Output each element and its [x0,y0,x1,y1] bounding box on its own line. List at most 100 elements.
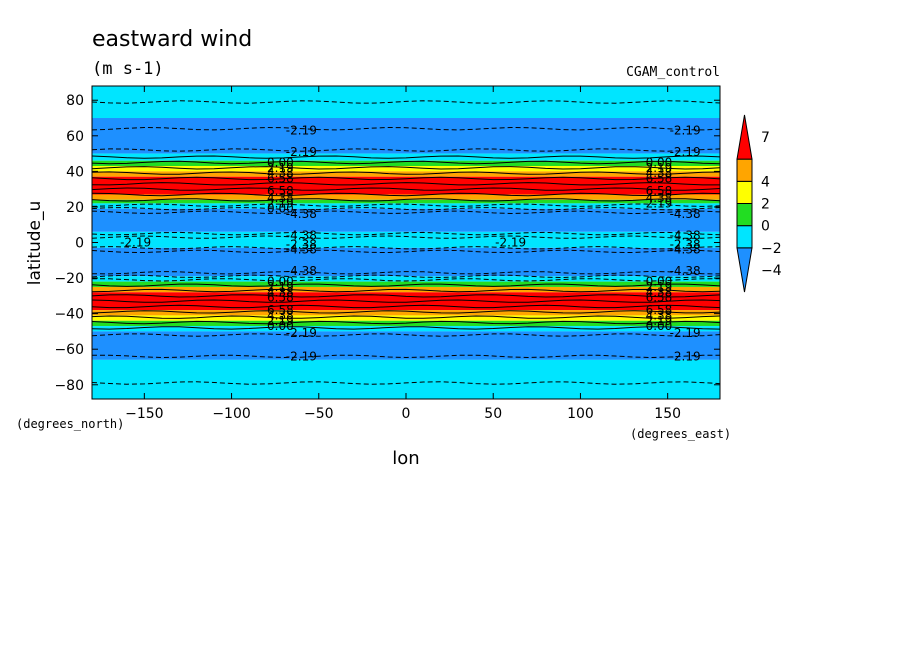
colorbar-label: −4 [761,263,782,279]
y-axis: −80 −60 −40 −20 0 20 40 60 80 [54,93,720,394]
band-10 [92,208,720,232]
band-9 [92,203,720,209]
contour-label-23: -2.19 [120,236,151,250]
band-3 [92,160,720,167]
contour-line-17 [91,246,721,250]
colorbar-label: 4 [761,174,770,190]
contour-label-9: 4.38 [267,191,294,205]
x-tick-label: 0 [402,406,411,422]
colorbar-label: −2 [761,241,782,257]
contour-label-18: 4.38 [646,191,673,205]
band-18 [92,310,720,316]
plot-contours [91,100,721,385]
band-14 [92,276,720,282]
x-tick-label: 100 [567,406,594,422]
contour-line-7 [91,176,721,181]
contour-label-41: 4.38 [646,285,673,299]
band-11 [92,231,720,239]
contour-line-27 [91,310,721,314]
contour-label-42: 6.58 [646,291,673,305]
contour-label-25: -2.19 [495,236,526,250]
contour-line-3 [91,155,721,159]
contour-line-32 [91,354,721,359]
contour-label-1: -2.19 [670,123,701,137]
contour-label-2: -2.19 [286,145,317,159]
y-tick-label: −80 [54,378,84,394]
contour-label-13: 0.00 [646,155,673,169]
contour-label-45: 2.19 [646,314,673,328]
colorbar-swatch [736,203,753,227]
contour-label-10: 2.19 [267,196,294,210]
y-tick-label: 80 [66,93,84,109]
band-7 [92,194,720,200]
contour-label-43: 6.58 [646,303,673,317]
contour-line-4 [91,160,721,165]
y-tick-label: −60 [54,342,84,358]
contour-label-0: -2.19 [286,123,317,137]
contour-label-5: 2.19 [267,161,294,175]
contour-label-35: 6.58 [267,303,294,317]
contour-label-28: -4.38 [670,243,701,257]
contour-label-12: -4.38 [286,207,317,221]
contour-label-8: 6.58 [267,184,294,198]
contour-line-12 [91,203,721,207]
colorbar-swatch [736,247,753,293]
contour-line-0 [91,100,721,104]
contour-line-2 [91,148,721,152]
y-tick-label: 20 [66,200,84,216]
x-tick-label: −150 [125,406,163,422]
contour-line-23 [91,288,721,293]
contour-line-31 [91,333,721,337]
chart-subtitle: (m s-1) [92,59,164,79]
x-tick-label: −50 [304,406,334,422]
colorbar-swatch [736,225,753,249]
contour-line-19 [91,270,721,275]
contour-label-44: 4.38 [646,308,673,322]
contour-label-17: 6.58 [646,184,673,198]
contour-label-39: 0.00 [646,275,673,289]
contour-line-10 [91,192,721,197]
contour-label-48: -2.19 [670,326,701,340]
band-8 [92,199,720,204]
contour-label-36: 4.38 [267,308,294,322]
contour-label-16: 6.58 [646,171,673,185]
colorbar-swatch [736,114,753,160]
contour-label-6: 4.38 [267,166,294,180]
x-axis-label: lon [392,448,419,469]
colorbar-label: 2 [761,197,770,213]
colorbar-label: 7 [761,130,770,146]
contour-label-26: -2.38 [670,237,701,251]
contour-label-21: -4.38 [286,228,317,242]
band-2 [92,153,720,161]
contour-label-49: -2.19 [286,349,317,363]
contour-label-15: 4.38 [646,166,673,180]
contour-label-27: -4.38 [286,243,317,257]
contour-label-4: 0.00 [267,155,294,169]
contour-line-11 [91,198,721,202]
y-axis-units: (degrees_north) [16,417,124,431]
contour-label-31: 0.00 [267,275,294,289]
contour-label-3: -2.19 [670,145,701,159]
contour-line-25 [91,299,721,303]
contour-line-22 [91,283,721,287]
contour-label-24: -2.38 [286,237,317,251]
band-21 [92,326,720,332]
contour-line-16 [91,235,721,239]
contour-label-30: -4.38 [670,264,701,278]
y-tick-label: −20 [54,271,84,287]
contour-label-32: 2.19 [267,280,294,294]
y-tick-label: 60 [66,129,84,145]
chart-title: eastward wind [92,27,252,52]
contour-label-19: 2.19 [646,196,673,210]
band-4 [92,166,720,172]
contour-line-26 [91,304,721,309]
contour-line-20 [91,274,721,279]
band-23 [92,359,720,399]
contour-line-5 [91,166,721,170]
contour-line-9 [91,187,721,191]
y-axis-label: latitude_u [25,201,45,286]
y-tick-label: −40 [54,307,84,323]
contour-label-29: -4.38 [286,264,317,278]
contour-label-22: -4.38 [670,228,701,242]
colorbar-swatch [736,180,753,204]
